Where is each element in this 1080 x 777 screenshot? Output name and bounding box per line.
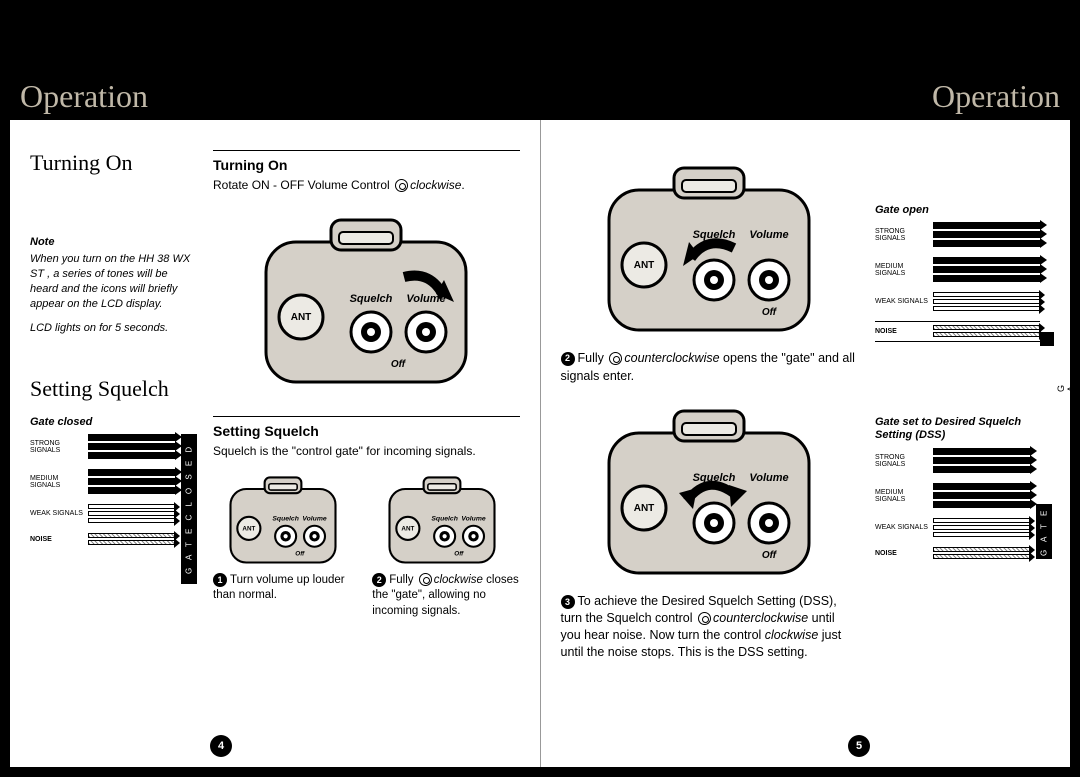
sec2-body: Squelch is the "control gate" for incomi… [213,443,520,460]
svg-text:Off: Off [455,550,465,557]
header: Operation Operation [0,0,1080,120]
dss-label: Gate set to Desired Squelch Setting (DSS… [875,416,1050,442]
signal-block-dss: STRONG SIGNALS MEDIUM SIGNALS WEAK SIGNA… [875,448,1050,559]
gate-closed-label: Gate closed [30,416,195,428]
svg-text:Volume: Volume [749,229,788,241]
so-medium: MEDIUM SIGNALS [875,263,933,277]
t1b: clockwise [410,178,461,192]
device-dss: ANT Squelch Volume Off [579,393,839,593]
step-1-badge: 1 [213,573,227,587]
r3b: counterclockwise [713,611,808,625]
step1-text: Turn volume up louder than normal. [213,574,345,602]
svg-text:ANT: ANT [633,260,654,271]
svg-text:Squelch: Squelch [272,515,299,522]
r3d: clockwise [765,628,819,642]
s2b: clockwise [434,574,483,586]
svg-text:Off: Off [762,550,778,561]
r2a: Fully [578,351,608,365]
svg-text:Off: Off [295,550,305,557]
page-left: Turning On Note When you turn on the HH … [10,120,541,767]
svg-text:Squelch: Squelch [350,293,393,305]
svg-text:ANT: ANT [242,525,255,532]
device-small-1: ANT Squelch Volume Off [213,468,353,573]
svg-text:Volume: Volume [749,472,788,484]
sig-medium: MEDIUM SIGNALS [30,475,88,489]
spread: Turning On Note When you turn on the HH … [10,120,1070,767]
content: Turning On Note When you turn on the HH … [10,120,1070,767]
left-sidebar: Turning On Note When you turn on the HH … [30,150,195,619]
sd-weak: WEAK SIGNALS [875,524,933,531]
so-weak: WEAK SIGNALS [875,298,933,305]
r2b: counterclockwise [624,351,719,365]
signal-block-open: STRONG SIGNALS MEDIUM SIGNALS WEAK SIGNA… [875,222,1050,342]
main-sec2-title: Setting Squelch [213,416,520,439]
step-2r-badge: 2 [561,352,575,366]
instr-row: ANT Squelch Volume Off 1Turn volume up l… [213,468,520,620]
t1c: . [461,178,464,192]
so-strong: STRONG SIGNALS [875,228,933,242]
page-num-4: 4 [210,735,232,757]
sig-noise: NOISE [30,536,88,543]
sidebar-sec2-title: Setting Squelch [30,376,195,402]
sig-strong: STRONG SIGNALS [30,440,88,454]
svg-text:Off: Off [762,307,778,318]
sd-medium: MEDIUM SIGNALS [875,489,933,503]
svg-text:Volume: Volume [302,515,327,522]
header-title-right: Operation [932,78,1060,115]
right-main: ANT Squelch Volume Off 2Fully counterclo… [561,150,858,661]
r-step2: 2Fully counterclockwise opens the "gate"… [561,350,858,385]
device-ccw: ANT Squelch Volume Off [579,150,839,350]
step-3-badge: 3 [561,595,575,609]
t1a: Rotate ON - OFF Volume Control [213,178,393,192]
right-sidebar: Gate open STRONG SIGNALS MEDIUM SIGNALS … [875,150,1050,661]
gate-closed-bar: G A T E C L O S E D [181,434,197,584]
instr-cell-2: ANT Squelch Volume Off 2Fully clockwise … [372,468,519,620]
note-label: Note [30,236,195,248]
svg-text:Off: Off [391,359,407,370]
sd-strong: STRONG SIGNALS [875,454,933,468]
main-sec1-title: Turning On [213,150,520,173]
svg-text:ANT: ANT [291,312,312,323]
knob-icon [395,179,408,192]
left-main: Turning On Rotate ON - OFF Volume Contro… [213,150,520,619]
sig-weak: WEAK SIGNALS [30,510,88,517]
note-text2: LCD lights on for 5 seconds. [30,321,195,336]
device-turning-on: ANT Squelch Volume Off [236,202,496,402]
svg-text:Volume: Volume [462,515,487,522]
knob-icon [419,573,432,586]
device-small-2: ANT Squelch Volume Off [372,468,512,573]
sec1-body: Rotate ON - OFF Volume Control clockwise… [213,177,520,194]
instr-cell-1: ANT Squelch Volume Off 1Turn volume up l… [213,468,360,620]
gate-dss-bar: G A T E [1036,504,1052,559]
page-right: ANT Squelch Volume Off 2Fully counterclo… [541,120,1071,767]
step-2-badge: 2 [372,573,386,587]
header-title-left: Operation [20,78,148,115]
sidebar-sec1-title: Turning On [30,150,195,176]
gate-open-bar: G A T EO P E N [1056,382,1080,392]
knob-icon [609,352,622,365]
s2a: Fully [389,574,416,586]
r-step3: 3To achieve the Desired Squelch Setting … [561,593,858,661]
page-num-5: 5 [848,735,870,757]
signal-block-closed: STRONG SIGNALS MEDIUM SIGNALS WEAK SIGNA… [30,434,195,545]
note-text: When you turn on the HH 38 WX ST , a ser… [30,252,195,311]
svg-text:ANT: ANT [633,503,654,514]
svg-text:ANT: ANT [402,525,415,532]
svg-text:Squelch: Squelch [432,515,459,522]
page-wrap: Operation Operation Turning On Note When… [0,0,1080,777]
knob-icon [698,612,711,625]
sd-noise: NOISE [875,550,933,557]
so-noise: NOISE [875,328,933,335]
gate-open-label: Gate open [875,204,1050,216]
